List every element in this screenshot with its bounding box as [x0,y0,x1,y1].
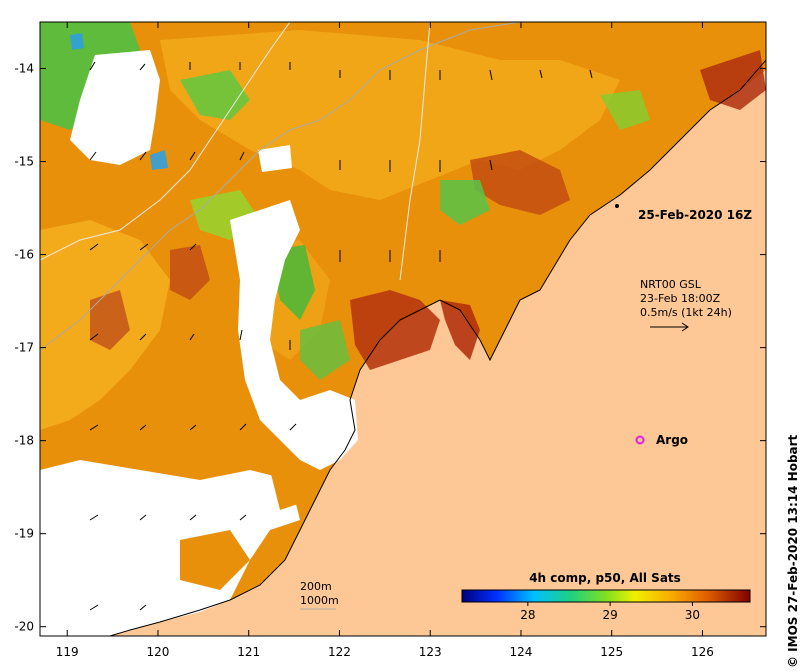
contour-1000m [40,22,431,281]
contour-1000m-label: 1000m [300,594,339,607]
coastline [109,59,766,636]
colorbar-ticks: 28 29 30 [520,602,700,622]
colorbar-tick-label: 29 [602,608,617,622]
y-tick-label: -15 [14,155,34,169]
cloud-region-central [230,200,358,470]
colorbar-tick-label: 28 [520,608,535,622]
y-tick-label: -16 [14,248,34,262]
argo-label: Argo [656,433,688,447]
current-vectors [89,61,593,611]
scale-arrow [650,322,689,332]
x-tick-label: 124 [510,645,533,659]
y-tick-label: -17 [14,341,34,355]
x-tick-label: 125 [600,645,623,659]
credit-label: © IMOS 27-Feb-2020 13:14 Hobart [786,434,800,668]
cloud-region-south [40,460,300,636]
x-axis: 119 120 121 122 123 124 125 126 [56,22,714,659]
date-label: 25-Feb-2020 16Z [638,208,752,222]
contour-200m-label: 200m [300,580,332,593]
x-tick-label: 126 [691,645,714,659]
cloud-region-north [70,50,160,165]
y-tick-label: -14 [14,62,34,76]
current-source-label: NRT00 GSL [640,278,702,291]
x-tick-label: 120 [147,645,170,659]
colorbar-tick-label: 30 [685,608,700,622]
colorbar-title: 4h comp, p50, All Sats [529,571,681,585]
x-tick-label: 122 [328,645,351,659]
x-tick-label: 123 [419,645,442,659]
plot-frame [39,21,767,637]
y-axis: -14 -15 -16 -17 -18 -19 -20 [14,62,766,634]
current-scale-label: 0.5m/s (1kt 24h) [640,306,732,319]
current-time-label: 23-Feb 18:00Z [640,292,721,305]
argo-marker[interactable] [635,435,645,445]
y-tick-label: -18 [14,434,34,448]
colorbar [461,589,751,603]
y-tick-label: -19 [14,527,34,541]
y-tick-label: -20 [14,620,34,634]
x-tick-label: 119 [56,645,79,659]
x-tick-label: 121 [237,645,260,659]
contour-200m [40,22,521,351]
date-marker [615,204,619,208]
